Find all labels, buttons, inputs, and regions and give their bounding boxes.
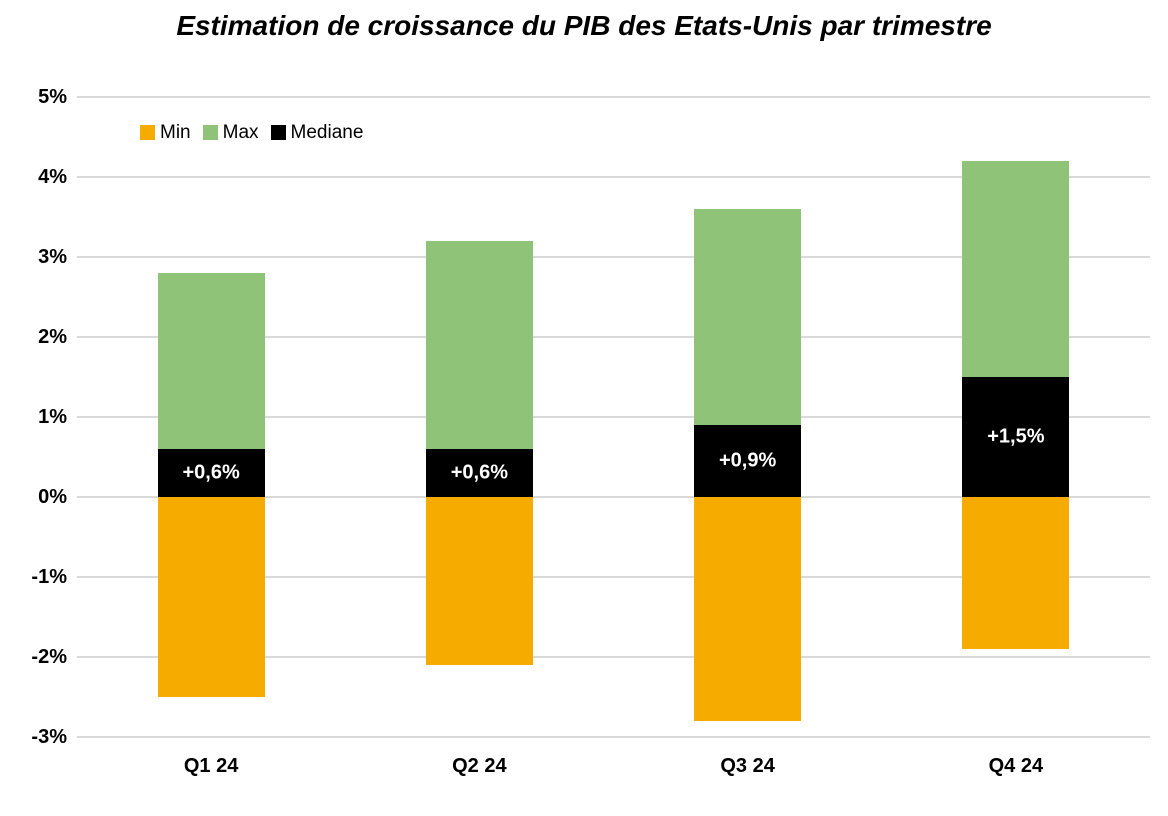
median-value-label: +0,6% (182, 461, 240, 484)
bar-segment-min (425, 497, 533, 665)
bar-segment-min (694, 497, 802, 721)
x-tick-label: Q3 24 (720, 755, 775, 777)
bar-segment-max (694, 209, 802, 425)
median-value-label: +1,5% (987, 425, 1045, 448)
bar-segment-min (962, 497, 1070, 649)
gridline (77, 256, 1150, 258)
y-tick-label: 5% (38, 86, 67, 108)
x-tick-label: Q2 24 (452, 755, 507, 777)
gridline (77, 736, 1150, 738)
gridline (77, 576, 1150, 578)
bar-segment-mediane: +0,6% (157, 449, 265, 497)
legend-label: Max (222, 122, 259, 143)
legend-item-max: Max (202, 122, 259, 143)
median-value-label: +0,6% (450, 461, 508, 484)
y-tick-label: 2% (38, 326, 67, 348)
gridline (77, 96, 1150, 98)
y-tick-label: 3% (38, 246, 67, 268)
bar-segment-max (425, 241, 533, 449)
bar-segment-max (157, 273, 265, 449)
legend: Min Max Mediane (140, 123, 363, 142)
y-tick-label: -3% (31, 726, 67, 748)
bar-segment-mediane: +0,6% (425, 449, 533, 497)
chart-title: Estimation de croissance du PIB des Etat… (176, 10, 992, 41)
gridline (77, 336, 1150, 338)
y-tick-label: -1% (31, 566, 67, 588)
legend-swatch-icon (270, 125, 286, 140)
x-tick-label: Q1 24 (183, 755, 239, 777)
bar-segment-mediane: +1,5% (962, 377, 1070, 497)
bar-segment-max (962, 161, 1070, 377)
legend-item-min: Min (140, 123, 191, 142)
gridline (77, 496, 1150, 498)
plot-area: Min Max Mediane +0,6% +0,6% +0,9% +1,5% (77, 96, 1150, 738)
y-tick-label: 0% (38, 486, 67, 508)
gridline (77, 656, 1150, 658)
bar-segment-min (157, 497, 265, 697)
bar-segment-mediane: +0,9% (694, 425, 802, 497)
median-value-label: +0,9% (718, 449, 777, 472)
gridline (77, 416, 1150, 418)
x-tick-label: Q4 24 (988, 755, 1044, 777)
gridline (77, 176, 1150, 178)
legend-swatch-icon (140, 125, 155, 140)
legend-swatch-icon (202, 125, 218, 140)
legend-item-mediane: Mediane (270, 122, 364, 143)
legend-label: Mediane (290, 122, 364, 143)
y-tick-label: -2% (31, 646, 67, 668)
y-tick-label: 1% (38, 406, 67, 428)
legend-label: Min (160, 122, 191, 143)
y-tick-label: 4% (38, 166, 67, 188)
